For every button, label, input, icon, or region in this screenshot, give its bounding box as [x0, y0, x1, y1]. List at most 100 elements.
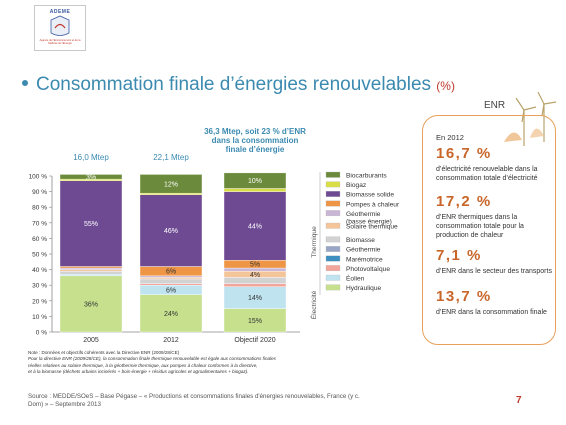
logo-mark-icon	[50, 15, 70, 36]
bar-segment	[59, 266, 123, 269]
stat-description: d’ENR dans le secteur des transports	[436, 268, 552, 275]
legend-group-label: Thermique	[311, 226, 318, 258]
bar-segment	[139, 275, 203, 278]
legend-swatch	[325, 200, 341, 207]
note-line: Pour la directive ENR (2009/28/CE), la c…	[28, 356, 276, 362]
y-tick-label: 60 %	[32, 236, 47, 243]
enr-heading: ENR	[484, 100, 506, 111]
legend-label: Biomasse	[346, 237, 375, 244]
legend-swatch	[325, 246, 341, 252]
x-axis: 2005 2012 Objectif 2020	[83, 337, 276, 344]
title-unit: (%)	[436, 79, 455, 93]
bar-segment	[139, 277, 203, 280]
data-label: 36%	[84, 301, 98, 308]
y-tick-label: 50 %	[32, 252, 47, 259]
legend-label: Géothermie	[346, 247, 381, 254]
legend-swatch	[325, 222, 341, 229]
bar-segment	[223, 188, 287, 192]
legend-label: Marémotrice	[346, 256, 383, 263]
legend-label: Hydraulique	[346, 285, 382, 292]
enr-year: En 2012	[436, 133, 464, 142]
logo-tagline: Agence de l'Environnement et de la Maîtr…	[39, 39, 81, 45]
bar-total-label: 36,3 Mtep, soit 23 % d’ENR	[204, 127, 306, 136]
y-tick-label: 70 %	[32, 220, 47, 227]
data-label: 12%	[164, 181, 178, 188]
legend-swatch	[325, 181, 341, 188]
bar-top-labels: 16,0 Mtep 22,1 Mtep 36,3 Mtep, soit 23 % d…	[73, 127, 306, 162]
legend-swatch	[325, 265, 341, 272]
data-label: 14%	[248, 295, 262, 302]
data-label: 5%	[250, 262, 260, 269]
y-tick-label: 80 %	[32, 205, 47, 212]
bar-segment	[223, 191, 287, 261]
y-tick-label: 20 %	[32, 298, 47, 305]
title-text: Consommation finale d’énergies renouvela…	[36, 74, 432, 95]
legend-swatch	[325, 255, 341, 262]
stat-description: d’ENR dans la consommation finale	[436, 309, 547, 316]
data-label: 46%	[164, 228, 178, 235]
legend-label: Biogaz	[346, 182, 366, 189]
stat-value: 17,2 %	[436, 193, 492, 210]
bar-total-label: 16,0 Mtep	[73, 153, 109, 162]
legend-swatch	[325, 210, 341, 217]
bar-segment	[59, 270, 123, 275]
legend-label: (basse énergie)	[346, 218, 392, 225]
data-label: 15%	[248, 318, 262, 325]
bar-segment	[59, 274, 123, 277]
legend-label: Éolien	[346, 274, 365, 283]
bar-segment	[59, 269, 123, 272]
bar-segment	[223, 283, 287, 287]
note-line: Note : Données et objectifs cohérents av…	[28, 350, 180, 355]
stacked-bar-chart: 16,0 Mtep 22,1 Mtep 36,3 Mtep, soit 23 % d…	[29, 127, 400, 344]
y-tick-label: 10 %	[32, 314, 47, 321]
stat-value: 16,7 %	[436, 145, 492, 162]
logo-text: ADEME	[49, 9, 71, 15]
stat-description: d’ENR thermiques dans la consommation to…	[436, 214, 524, 239]
y-tick-label: 0 %	[36, 330, 47, 337]
legend-group-label: Électricité	[309, 290, 318, 319]
data-label: 4%	[250, 272, 260, 279]
legend-label: Biocarburants	[346, 173, 387, 180]
ademe-logo: ADEME Agence de l'Environnement et de la…	[34, 5, 86, 51]
y-tick-label: 90 %	[32, 189, 47, 196]
bar-segment	[139, 174, 203, 194]
stat-description: d’électricité renouvelable dans la conso…	[436, 166, 538, 182]
note-line: réelles relatives au solaire thermique, …	[28, 362, 258, 368]
enr-panel	[422, 115, 556, 345]
y-tick-label: 30 %	[32, 283, 47, 290]
bar-segment	[59, 267, 123, 270]
legend-label: Photovoltaïque	[346, 266, 390, 273]
data-label: 44%	[248, 223, 262, 230]
bar-segment	[139, 278, 203, 284]
page-title: Consommation finale d’énergies renouvela…	[36, 74, 455, 96]
data-label: 3%	[86, 174, 96, 181]
legend-swatch	[325, 274, 341, 281]
page-number: 7	[516, 395, 522, 406]
legend-label: Pompes à chaleur	[346, 201, 400, 208]
legend-label: Solaire thermique	[346, 224, 398, 231]
data-label: 6%	[166, 287, 176, 294]
x-tick-label: Objectif 2020	[234, 337, 275, 344]
y-tick-label: 40 %	[32, 267, 47, 274]
legend: Biocarburants Biogaz Biomasse solide Pompes…	[309, 171, 400, 319]
wind-turbine-icon	[504, 91, 557, 146]
bar-total-label: 22,1 Mtep	[153, 153, 189, 162]
bar-segment	[139, 192, 203, 195]
legend-swatch	[325, 236, 341, 243]
data-label: 55%	[84, 221, 98, 228]
source-text: Source : MEDDE/SOeS – Base Pégase – « Pr…	[28, 393, 360, 408]
bar-segment	[223, 172, 287, 189]
bar-total-label: dans la consommation	[212, 136, 299, 145]
legend-swatch	[325, 284, 341, 291]
legend-swatch	[325, 191, 341, 197]
bar-segment	[139, 294, 203, 333]
stat-value: 13,7 %	[436, 288, 492, 305]
y-tick-label: 100 %	[29, 174, 48, 181]
legend-label: Géothermie	[346, 211, 381, 218]
bar-segment	[59, 174, 123, 180]
data-label: 24%	[164, 311, 178, 318]
x-tick-label: 2012	[163, 337, 179, 344]
chart-notes: Note : Données et objectifs cohérents av…	[28, 350, 388, 376]
bar-segment	[139, 283, 203, 286]
bar-total-label: finale d’énergie	[226, 145, 285, 154]
